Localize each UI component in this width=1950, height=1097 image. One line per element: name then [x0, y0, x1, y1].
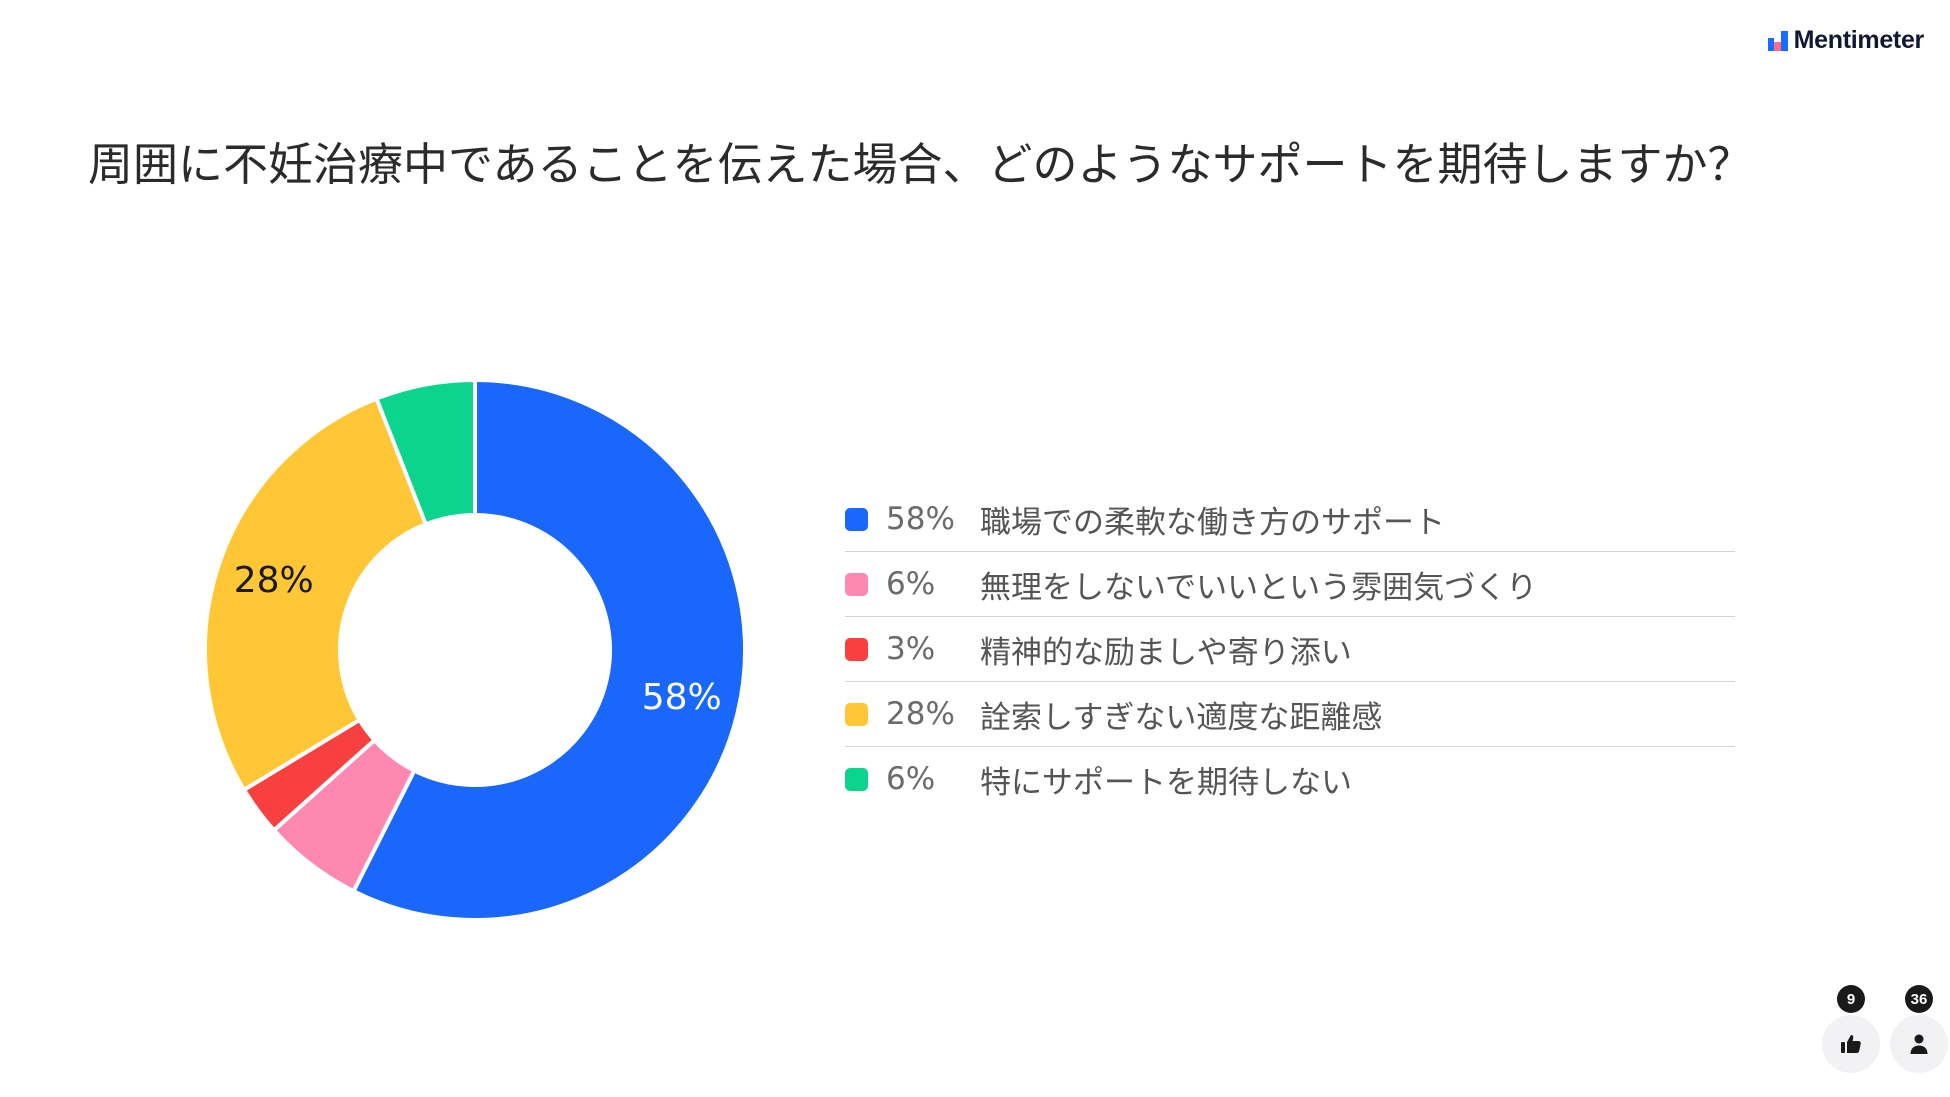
slice-label: 58% — [642, 677, 722, 718]
reactions-count: 9 — [1837, 985, 1865, 1013]
brand-name: Mentimeter — [1793, 26, 1925, 54]
legend-percent: 6% — [886, 566, 936, 602]
brand-logo: Mentimeter — [1767, 26, 1925, 55]
legend-swatch — [845, 702, 868, 726]
legend-percent: 6% — [886, 761, 936, 797]
chart-legend: 58% 職場での柔軟な働き方のサポート 6% 無理をしないでいいという雰囲気づく… — [845, 487, 1735, 811]
legend-swatch — [845, 767, 868, 791]
legend-item: 6% 特にサポートを期待しない — [845, 746, 1735, 811]
legend-item: 58% 職場での柔軟な働き方のサポート — [845, 487, 1735, 551]
reactions-button[interactable]: 9 — [1822, 985, 1880, 1073]
legend-item: 6% 無理をしないでいいという雰囲気づくり — [845, 551, 1735, 616]
participants-indicator: 36 — [1890, 985, 1948, 1073]
legend-swatch — [845, 507, 868, 531]
legend-label: 精神的な励ましや寄り添い — [980, 634, 1352, 671]
legend-percent: 58% — [886, 501, 955, 537]
legend-item: 28% 詮索しすぎない適度な距離感 — [845, 681, 1735, 746]
legend-label: 特にサポートを期待しない — [980, 764, 1352, 801]
donut-slice — [203, 396, 428, 792]
participants-count: 36 — [1905, 985, 1933, 1013]
legend-item: 3% 精神的な励ましや寄り添い — [845, 616, 1735, 681]
legend-swatch — [845, 637, 868, 661]
donut-chart: 58% 28% — [203, 378, 747, 920]
legend-label: 無理をしないでいいという雰囲気づくり — [980, 569, 1538, 606]
person-icon — [1910, 1034, 1928, 1054]
legend-percent: 3% — [886, 631, 936, 667]
mentimeter-logo-icon — [1767, 30, 1788, 51]
thumbs-up-icon — [1841, 1035, 1861, 1053]
legend-label: 職場での柔軟な働き方のサポート — [980, 504, 1445, 541]
legend-percent: 28% — [886, 696, 955, 732]
legend-label: 詮索しすぎない適度な距離感 — [980, 699, 1383, 736]
legend-swatch — [845, 572, 868, 596]
question-title: 周囲に不妊治療中であることを伝えた場合、どのようなサポートを期待しますか？ — [88, 138, 1753, 191]
donut-slice — [374, 378, 477, 527]
donut-slice — [351, 378, 747, 920]
slice-label: 28% — [234, 560, 314, 601]
